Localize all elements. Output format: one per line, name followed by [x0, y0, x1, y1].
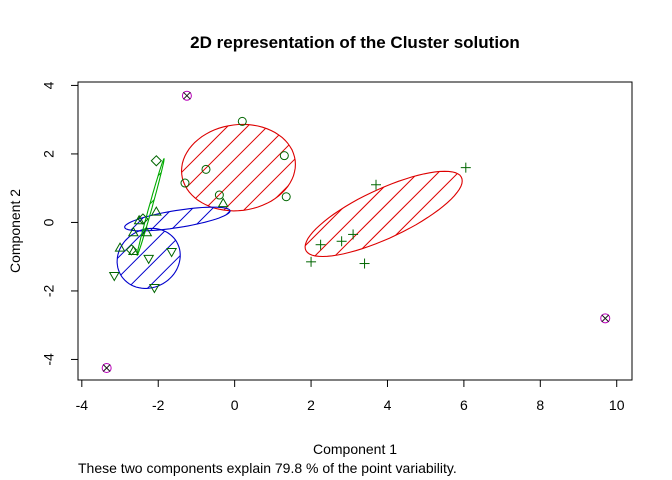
y-tick-label: 4: [41, 81, 57, 89]
plot-frame: [77, 81, 633, 381]
data-point: [148, 284, 160, 294]
data-point: [150, 206, 162, 216]
y-axis-label: Component 2: [7, 189, 23, 273]
data-points: [101, 90, 611, 374]
variability-note: These two components explain 79.8 % of t…: [78, 460, 457, 476]
data-point: [114, 242, 126, 252]
data-point: [306, 256, 317, 267]
y-tick-label: -2: [41, 285, 57, 298]
data-point: [600, 313, 611, 324]
data-point: [125, 244, 138, 256]
x-tick-label: -4: [76, 397, 89, 413]
ellipse-hatch: [117, 228, 181, 289]
x-axis: -4 -2 0 2 4 6 8 10: [76, 379, 625, 413]
data-point: [108, 272, 120, 282]
y-axis: -4 -2 0 2 4: [41, 81, 79, 366]
x-tick-label: 0: [231, 397, 239, 413]
cluster-ellipse: [116, 227, 181, 289]
data-point: [181, 90, 192, 101]
data-point: [141, 226, 153, 237]
data-point: [201, 164, 211, 174]
cluster-ellipse: [304, 170, 463, 258]
x-tick-label: 6: [460, 397, 468, 413]
data-point: [336, 236, 347, 247]
chart-title: 2D representation of the Cluster solutio…: [190, 33, 520, 52]
data-point: [214, 190, 224, 200]
cluster-ellipse: [124, 206, 231, 232]
data-point: [150, 155, 163, 167]
data-point: [348, 229, 359, 240]
data-point: [143, 254, 155, 265]
cluster-ellipses: [116, 123, 463, 289]
y-tick-label: 2: [41, 150, 57, 158]
data-point: [101, 363, 112, 374]
x-tick-label: -2: [152, 397, 165, 413]
data-point: [137, 213, 149, 225]
y-tick-label: -4: [41, 353, 57, 366]
data-point: [133, 214, 145, 225]
data-point: [371, 179, 382, 190]
x-tick-label: 4: [384, 397, 392, 413]
x-tick-label: 10: [609, 397, 625, 413]
data-point: [315, 239, 326, 250]
x-axis-label: Component 1: [313, 441, 397, 457]
data-point: [281, 192, 291, 202]
data-point: [279, 151, 289, 161]
cluster-ellipse: [136, 157, 165, 256]
x-tick-label: 2: [307, 397, 315, 413]
cluster-ellipse: [180, 123, 296, 212]
ellipse-hatch: [305, 171, 463, 257]
y-tick-label: 0: [41, 218, 57, 226]
data-point: [237, 116, 247, 126]
data-point: [180, 178, 190, 188]
data-point: [127, 226, 139, 237]
data-point: [217, 197, 229, 208]
ellipse-hatch: [181, 124, 296, 211]
ellipse-hatch: [137, 158, 165, 256]
data-point: [166, 248, 178, 258]
data-point: [460, 162, 471, 173]
data-point: [359, 258, 370, 269]
x-tick-label: 8: [536, 397, 544, 413]
